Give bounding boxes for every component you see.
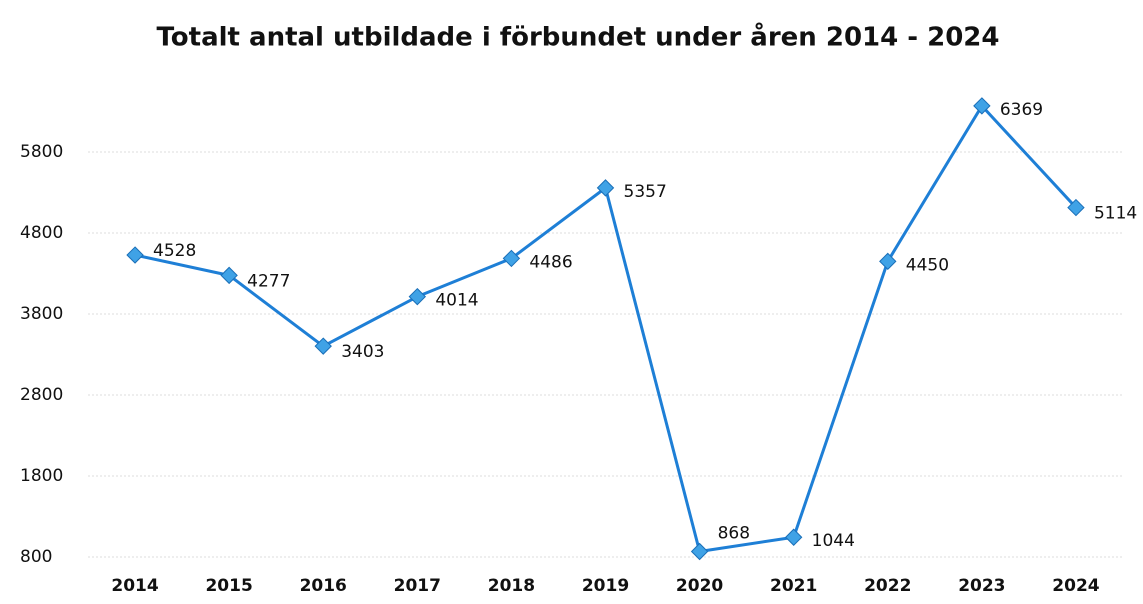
marker bbox=[502, 249, 521, 268]
data-label: 5357 bbox=[624, 182, 667, 202]
x-tick-label: 2015 bbox=[205, 576, 252, 596]
marker bbox=[314, 337, 332, 355]
x-tick-label: 2022 bbox=[864, 576, 911, 596]
data-label: 4528 bbox=[153, 241, 196, 261]
marker bbox=[126, 246, 144, 264]
x-tick-label: 2016 bbox=[300, 576, 347, 596]
x-tick-label: 2023 bbox=[958, 576, 1005, 596]
data-label: 868 bbox=[718, 523, 750, 543]
x-tick-label: 2019 bbox=[582, 576, 629, 596]
y-tick-label: 2800 bbox=[20, 385, 63, 405]
chart-title: Totalt antal utbildade i förbundet under… bbox=[157, 21, 1000, 53]
marker bbox=[784, 528, 803, 546]
marker bbox=[408, 287, 427, 306]
marker bbox=[596, 179, 615, 197]
data-label: 5114 bbox=[1094, 204, 1137, 224]
y-tick-label: 4800 bbox=[20, 223, 63, 243]
marker bbox=[220, 266, 238, 285]
x-tick-label: 2021 bbox=[770, 576, 817, 596]
y-tick-label: 5800 bbox=[20, 142, 63, 162]
x-tick-label: 2017 bbox=[394, 576, 441, 596]
x-tick-label: 2014 bbox=[111, 576, 158, 596]
x-tick-label: 2024 bbox=[1052, 576, 1099, 596]
data-label: 4014 bbox=[435, 291, 478, 311]
line bbox=[134, 104, 1078, 553]
data-label: 3403 bbox=[341, 342, 384, 362]
data-label: 4450 bbox=[906, 255, 949, 275]
marker bbox=[973, 97, 991, 115]
x-tick-label: 2018 bbox=[488, 576, 535, 596]
data-label: 1044 bbox=[812, 531, 855, 551]
y-tick-label: 3800 bbox=[20, 304, 63, 324]
y-tick-label: 1800 bbox=[20, 466, 63, 486]
marker bbox=[690, 542, 709, 561]
marker bbox=[879, 252, 897, 271]
y-tick-label: 800 bbox=[20, 547, 52, 567]
data-label: 6369 bbox=[1000, 100, 1043, 120]
marker bbox=[1067, 198, 1085, 217]
data-label: 4277 bbox=[247, 271, 290, 291]
data-label: 4486 bbox=[529, 252, 572, 272]
x-tick-label: 2020 bbox=[676, 576, 723, 596]
